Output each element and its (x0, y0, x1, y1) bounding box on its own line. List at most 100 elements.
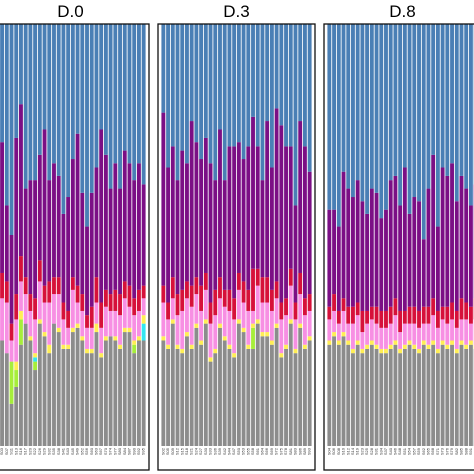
bar-segment (365, 323, 370, 345)
bar-segment (426, 24, 431, 189)
bar-segment (70, 277, 75, 290)
bar-S83 (293, 24, 298, 446)
bar-segment (203, 272, 208, 290)
bar-segment (213, 180, 218, 290)
bar-segment (288, 146, 293, 269)
bar-segment (28, 294, 33, 311)
bar-segment (236, 319, 241, 324)
bar-segment (56, 277, 61, 295)
bar-S09 (170, 24, 175, 446)
bar-segment (431, 315, 436, 341)
bar-segment (23, 294, 28, 324)
bar-segment (47, 302, 52, 345)
bar-segment (251, 268, 255, 311)
bar-segment (327, 319, 332, 341)
bar-segment (203, 323, 208, 446)
bar-segment (274, 281, 279, 299)
bar-S46 (393, 24, 398, 446)
bar-segment (412, 306, 417, 324)
panel-title: D.8 (389, 2, 415, 21)
bar-segment (94, 332, 99, 446)
bar-segment (127, 327, 132, 333)
panel-frame (323, 23, 474, 471)
bar-segment (351, 24, 355, 198)
bar-S33 (208, 24, 213, 446)
sample-tick-label: S65 (426, 447, 431, 455)
bar-segment (412, 344, 417, 349)
sample-tick-label: S60 (89, 447, 94, 455)
bar-segment (336, 24, 341, 227)
bar-segment (336, 344, 341, 446)
bar-segment (265, 24, 270, 122)
bar-segment (132, 340, 137, 345)
bar-S49 (75, 24, 80, 446)
bar-segment (365, 348, 370, 446)
bar-segment (122, 332, 127, 446)
bar-segment (85, 226, 89, 316)
bar-segment (351, 197, 355, 307)
sample-tick-label: S17 (23, 447, 28, 455)
bar-segment (251, 323, 255, 328)
bar-segment (407, 306, 412, 324)
bar-segment (421, 306, 426, 324)
bar-segment (208, 24, 213, 164)
bar-segment (327, 24, 332, 210)
bar-segment (327, 344, 332, 446)
bar-segment (132, 344, 137, 354)
sample-tick-label: S81 (288, 447, 293, 455)
bar-segment (9, 323, 14, 341)
sample-tick-label: S54 (407, 447, 412, 455)
bar-segment (199, 340, 204, 345)
sample-tick-label: S91 (468, 447, 473, 455)
bar-segment (402, 310, 407, 324)
bar-segment (89, 306, 94, 328)
bar-segment (113, 310, 118, 337)
bar-segment (141, 184, 146, 286)
bar-S91 (468, 24, 473, 446)
sample-tick-label: S49 (75, 447, 80, 455)
bar-segment (42, 285, 47, 303)
bar-S80 (118, 24, 122, 446)
bar-segment (360, 332, 365, 349)
sample-tick-label: S90 (131, 447, 136, 455)
bar-S95 (141, 24, 146, 446)
bar-segment (23, 24, 28, 189)
bar-segment (241, 302, 246, 328)
bar-segment (232, 146, 237, 299)
bar-S89 (302, 24, 307, 446)
bar-segment (99, 357, 104, 446)
sample-tick-label: S95 (141, 447, 146, 455)
bar-S56 (85, 24, 89, 446)
sample-tick-label: S36 (212, 447, 217, 455)
bar-segment (103, 24, 108, 155)
bar-segment (70, 24, 75, 160)
bar-segment (80, 192, 85, 295)
bar-segment (19, 319, 23, 345)
sample-tick-label: S69 (269, 447, 274, 455)
bar-S70 (103, 24, 108, 446)
sample-tick-label: S26 (37, 447, 42, 455)
bar-segment (355, 24, 360, 181)
bar-segment (185, 336, 189, 446)
bar-segment (341, 332, 346, 337)
bar-segment (108, 294, 113, 311)
bar-segment (189, 306, 194, 345)
bar-segment (222, 336, 227, 341)
sample-tick-label: S88 (463, 447, 468, 455)
bar-segment (33, 180, 38, 299)
bar-segment (269, 167, 274, 290)
sample-tick-label: S74 (108, 447, 113, 455)
bar-segment (332, 294, 337, 311)
bar-segment (175, 348, 180, 446)
bar-segment (175, 344, 180, 349)
bar-segment (388, 306, 393, 324)
bar-segment (227, 344, 232, 349)
bar-segment (218, 24, 222, 130)
bar-segment (293, 353, 298, 446)
bar-segment (284, 315, 288, 345)
bar-segment (161, 112, 166, 286)
bar-S60 (89, 24, 94, 446)
bar-segment (269, 24, 274, 168)
